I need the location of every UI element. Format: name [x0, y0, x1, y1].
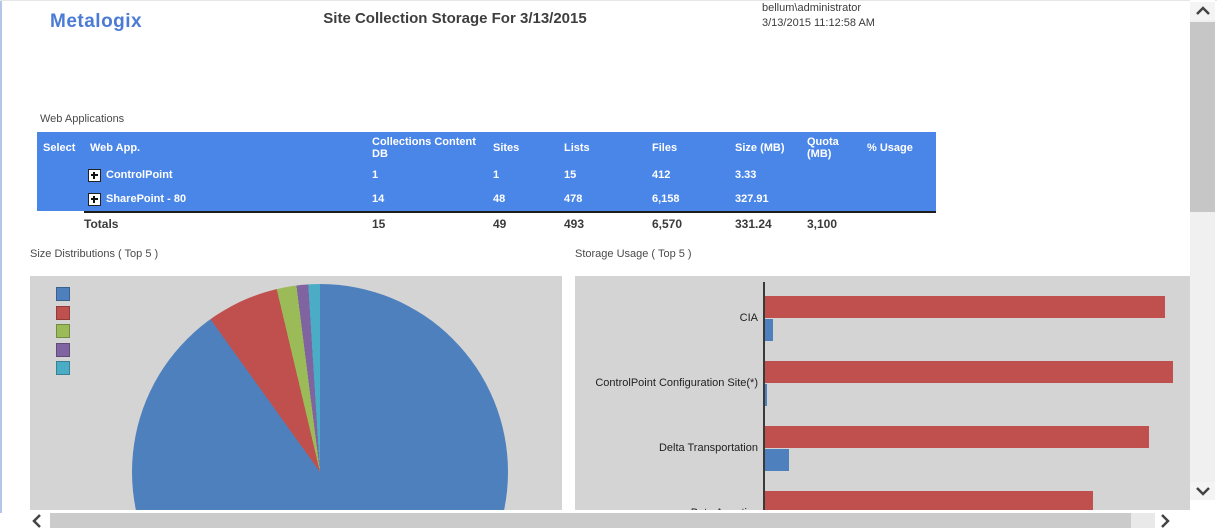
- user-name: bellum\administrator: [762, 2, 862, 14]
- chevron-up-icon: [1195, 6, 1210, 15]
- scroll-down-button[interactable]: [1190, 482, 1215, 500]
- web-app-cell: SharePoint - 80: [84, 192, 366, 206]
- files-cell: 412: [652, 169, 671, 181]
- table-header-row: Select Web App. Collections Content DB S…: [37, 132, 936, 163]
- col-header-select: Select: [43, 141, 76, 154]
- col-header-files: Files: [652, 141, 678, 154]
- bar-series-red: [765, 296, 1165, 318]
- scroll-left-button[interactable]: [28, 513, 46, 528]
- web-app-cell: ControlPoint: [84, 168, 366, 182]
- totals-row: Totals 15 49 493 6,570 331.24 3,100: [37, 211, 936, 235]
- bar-chart-title: Storage Usage ( Top 5 ): [575, 248, 692, 260]
- legend-swatch-4: [56, 361, 70, 375]
- bar-category-label: CIA: [739, 312, 758, 324]
- bar-category-label: Delta Transportation: [658, 442, 758, 454]
- bar-series-red: [765, 491, 1093, 510]
- top-edge-border: [0, 0, 1217, 1]
- storage-usage-bar-chart: CIA ControlPoint Configuration Site(*) Del…: [575, 276, 1190, 510]
- lists-cell: 478: [564, 193, 583, 205]
- col-header-size-mb: Size (MB): [735, 141, 785, 154]
- bar-chart-axis: [763, 282, 765, 510]
- lists-cell: 15: [564, 169, 577, 181]
- web-app-link[interactable]: SharePoint - 80: [106, 193, 187, 205]
- expand-plus-icon[interactable]: [88, 168, 101, 182]
- report-timestamp: 3/13/2015 11:12:58 AM: [762, 17, 875, 29]
- totals-quota-mb: 3,100: [801, 211, 861, 235]
- bar-series-blue: [765, 319, 773, 341]
- expand-plus-icon[interactable]: [88, 192, 101, 206]
- totals-sites: 49: [487, 211, 558, 235]
- bar-series-blue: [765, 449, 789, 471]
- totals-label: Totals: [84, 211, 366, 235]
- col-header-pct-usage: % Usage: [867, 141, 913, 154]
- chevron-left-icon: [32, 513, 41, 528]
- col-header-quota-mb: Quota (MB): [807, 135, 839, 160]
- totals-size-mb: 331.24: [729, 211, 801, 235]
- size-mb-cell: 3.33: [735, 169, 757, 181]
- col-header-collections-content-db: Collections Content DB: [372, 135, 476, 160]
- size-mb-cell: 327.91: [735, 193, 769, 205]
- scroll-right-button[interactable]: [1156, 513, 1174, 528]
- col-header-lists: Lists: [564, 141, 590, 154]
- content-db-cell: 1: [372, 169, 379, 181]
- totals-content-db: 15: [366, 211, 487, 235]
- content-db-cell: 14: [372, 193, 385, 205]
- vertical-scrollbar: [1190, 0, 1215, 528]
- pie-chart-title: Size Distributions ( Top 5 ): [30, 248, 159, 260]
- bar-series-blue: [765, 384, 767, 406]
- scroll-up-button[interactable]: [1190, 2, 1215, 20]
- table-row: ControlPoint 1 1 15 412 3.33: [37, 163, 936, 187]
- web-applications-table: Select Web App. Collections Content DB S…: [37, 132, 936, 235]
- left-edge-border: [0, 0, 2, 528]
- legend-swatch-2: [56, 324, 70, 338]
- metalogix-logo: Metalogix: [50, 11, 143, 32]
- totals-select-cell: [37, 211, 84, 235]
- legend-swatch-3: [56, 342, 70, 357]
- legend-swatch-0: [56, 287, 70, 301]
- files-cell: 6,158: [652, 193, 680, 205]
- chevron-down-icon: [1195, 487, 1210, 496]
- horizontal-scrollbar-thumb[interactable]: [50, 513, 1131, 528]
- bar-series-red: [765, 426, 1149, 448]
- size-distributions-pie-chart: [30, 276, 562, 510]
- web-applications-section-label: Web Applications: [40, 113, 125, 125]
- legend-swatch-1: [56, 305, 70, 320]
- totals-pct-usage: [861, 211, 936, 235]
- sites-cell: 48: [493, 193, 506, 205]
- col-header-sites: Sites: [493, 141, 520, 154]
- col-header-web-app: Web App.: [90, 141, 141, 154]
- pie-circle: [132, 284, 508, 510]
- totals-files: 6,570: [646, 211, 729, 235]
- chevron-right-icon: [1161, 513, 1170, 528]
- bar-category-label: Beta Aquatics: [575, 507, 758, 510]
- totals-lists: 493: [558, 211, 646, 235]
- table-row: SharePoint - 80 14 48 478 6,158 327.91: [37, 187, 936, 211]
- page-title: Site Collection Storage For 3/13/2015: [323, 10, 587, 27]
- bar-category-label: ControlPoint Configuration Site(*): [595, 377, 758, 389]
- bar-series-red: [765, 361, 1173, 383]
- web-app-link[interactable]: ControlPoint: [106, 169, 173, 181]
- horizontal-scrollbar: [0, 513, 1190, 528]
- user-info: bellum\administrator 3/13/2015 11:12:58 …: [762, 1, 875, 31]
- sites-cell: 1: [493, 169, 500, 181]
- vertical-scrollbar-thumb[interactable]: [1190, 22, 1215, 212]
